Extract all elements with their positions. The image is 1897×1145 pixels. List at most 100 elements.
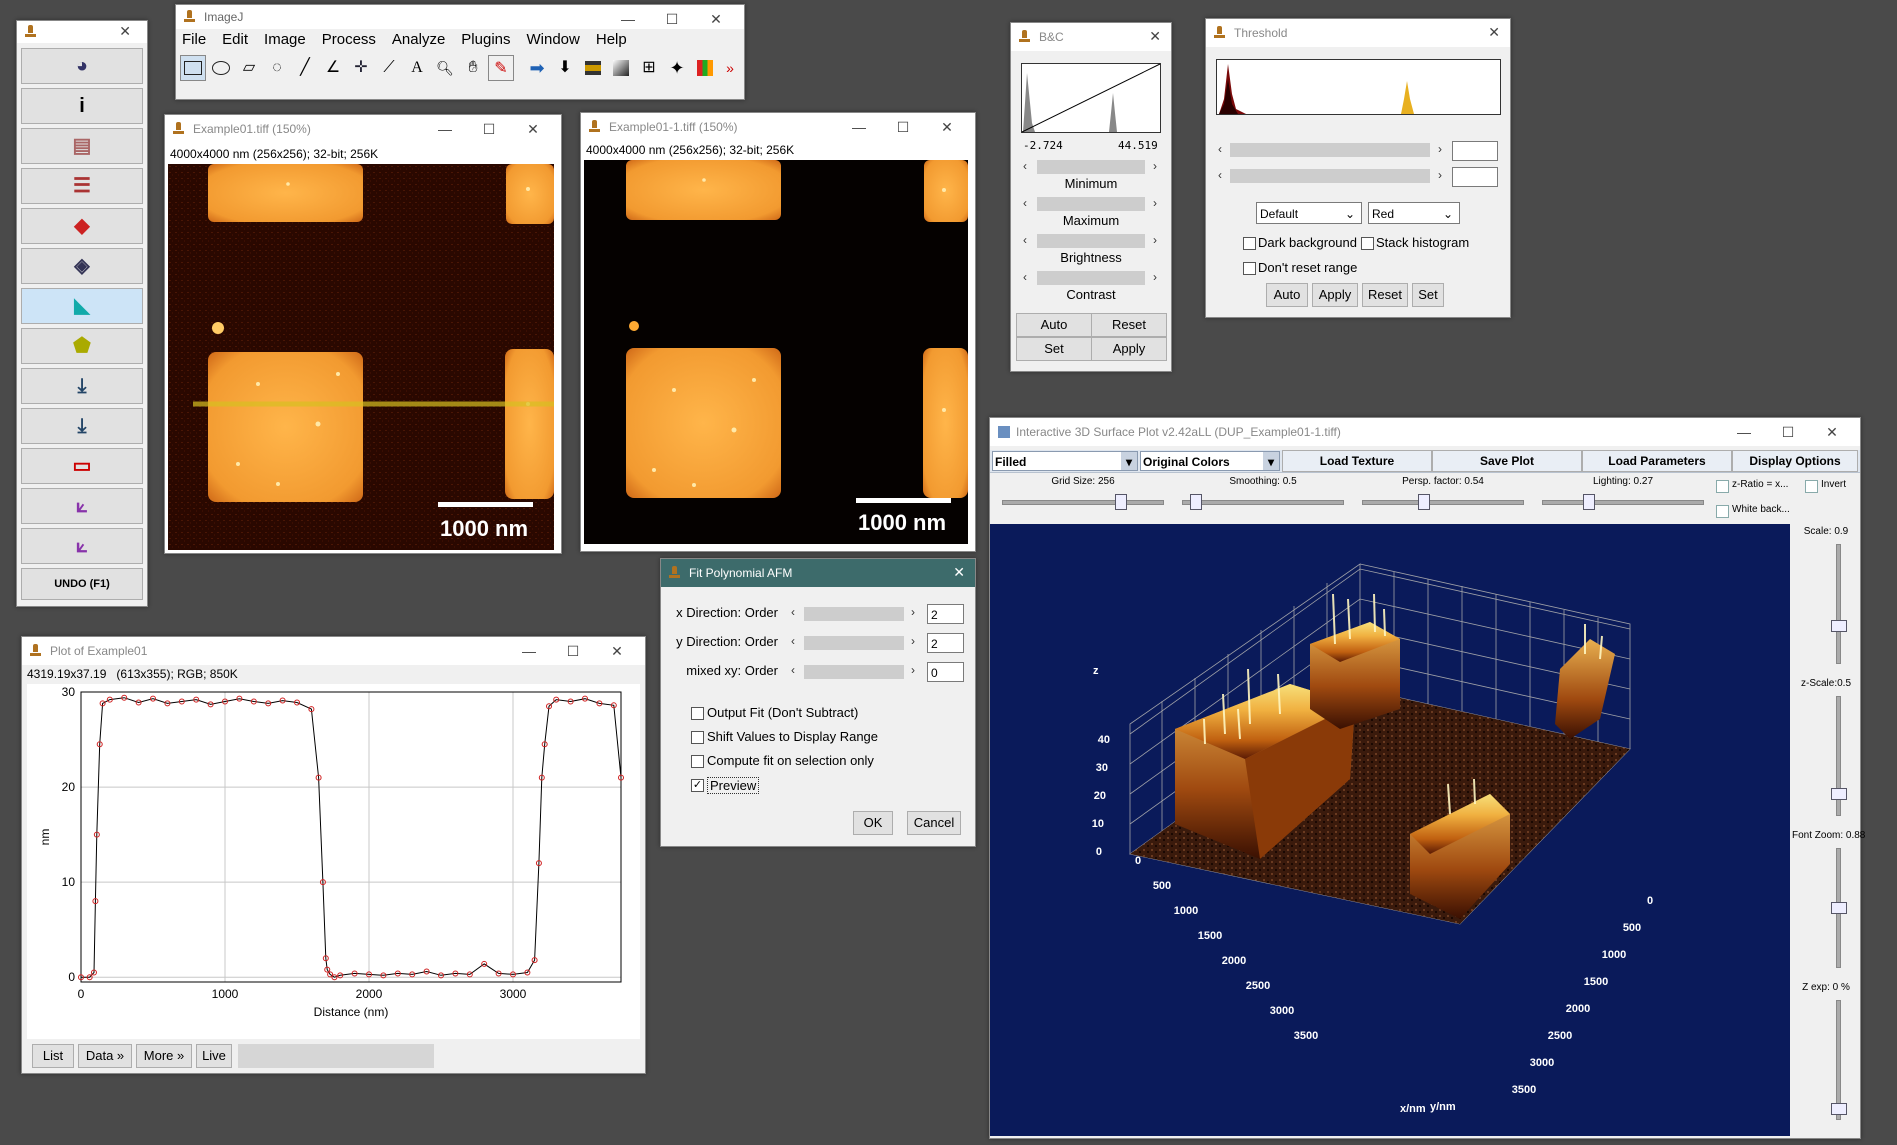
surface-titlebar[interactable]: Interactive 3D Surface Plot v2.42aLL (DU… bbox=[990, 418, 1860, 446]
zratio-checkbox[interactable] bbox=[1716, 480, 1729, 493]
bc-left-arrow[interactable]: ‹ bbox=[1023, 159, 1027, 173]
example01-1-titlebar[interactable]: Example01-1.tiff (150%) — ☐ ✕ bbox=[581, 113, 975, 141]
angle-tool-icon[interactable]: ∠ bbox=[325, 59, 341, 76]
thr-method-select[interactable]: Default ⌄ bbox=[1256, 202, 1362, 224]
bc-left-arrow[interactable]: ‹ bbox=[1023, 233, 1027, 247]
tool-button[interactable]: ◕ bbox=[21, 48, 143, 84]
menu-item-image[interactable]: Image bbox=[264, 31, 306, 48]
tool-button[interactable]: i bbox=[21, 88, 143, 124]
close-icon[interactable]: ✕ bbox=[1488, 24, 1500, 40]
threshold-titlebar[interactable]: Threshold ✕ bbox=[1206, 19, 1510, 47]
minimize-icon[interactable]: — bbox=[438, 121, 452, 137]
fit-right-arrow[interactable]: › bbox=[911, 605, 915, 619]
side-slider-track[interactable] bbox=[1836, 1000, 1841, 1120]
save-plot-button[interactable]: Save Plot bbox=[1432, 450, 1582, 472]
tool-button[interactable]: ▭ bbox=[21, 448, 143, 484]
fit-option-checkbox[interactable]: ✓ bbox=[691, 779, 704, 792]
undo-button[interactable]: UNDO (F1) bbox=[21, 568, 143, 600]
thr-apply-button[interactable]: Apply bbox=[1312, 283, 1358, 307]
arrow-down-icon[interactable]: ⬇ bbox=[558, 59, 572, 76]
side-slider-track[interactable] bbox=[1836, 544, 1841, 664]
tool-button[interactable]: ◈ bbox=[21, 248, 143, 284]
thr-reset-button[interactable]: Reset bbox=[1362, 283, 1408, 307]
white-back-checkbox[interactable] bbox=[1716, 505, 1729, 518]
bc-slider-minimum[interactable] bbox=[1037, 160, 1145, 174]
fit-order-slider[interactable] bbox=[804, 665, 904, 679]
example01-titlebar[interactable]: Example01.tiff (150%) — ☐ ✕ bbox=[165, 115, 561, 143]
tool-button[interactable]: ◣ bbox=[21, 288, 143, 324]
maximize-icon[interactable]: ☐ bbox=[566, 642, 580, 659]
fit-left-arrow[interactable]: ‹ bbox=[791, 663, 795, 677]
surface-3d-view[interactable]: z 40 30 20 10 0 0 500 1000 1500 2000 2500 3000 3500… bbox=[990, 524, 1790, 1136]
slider-thumb-icon[interactable] bbox=[1189, 494, 1202, 510]
menu-item-analyze[interactable]: Analyze bbox=[391, 31, 446, 48]
tool-palette-titlebar[interactable]: ✕ bbox=[17, 21, 147, 43]
bc-apply-button[interactable]: Apply bbox=[1091, 337, 1167, 361]
minimize-icon[interactable]: — bbox=[522, 643, 536, 659]
close-icon[interactable]: ✕ bbox=[1149, 28, 1161, 44]
menu-item-help[interactable]: Help bbox=[595, 31, 627, 48]
thr-max-field[interactable] bbox=[1452, 167, 1498, 187]
profile-plot[interactable]: 0 1000 2000 3000 0 10 20 30 Distance (nm) nm bbox=[27, 684, 640, 1039]
tool-button[interactable]: ⟀ bbox=[21, 488, 143, 524]
slider-thumb-icon[interactable] bbox=[1417, 494, 1430, 510]
render-mode-select[interactable]: Filled ▾ bbox=[992, 451, 1138, 471]
invert-checkbox[interactable] bbox=[1805, 480, 1818, 493]
stripes-icon[interactable] bbox=[580, 55, 606, 81]
display-options-button[interactable]: Display Options bbox=[1732, 450, 1858, 472]
plot-live-button[interactable]: Live bbox=[196, 1044, 232, 1068]
thr-mode-select[interactable]: Red ⌄ bbox=[1368, 202, 1460, 224]
gradient-tool-icon[interactable] bbox=[608, 55, 634, 81]
dark-background-checkbox[interactable] bbox=[1243, 237, 1256, 250]
fit-option-checkbox[interactable] bbox=[691, 731, 704, 744]
bc-right-arrow[interactable]: › bbox=[1153, 159, 1157, 173]
plot-more-button[interactable]: More » bbox=[136, 1044, 192, 1068]
fit-left-arrow[interactable]: ‹ bbox=[791, 634, 795, 648]
plot-titlebar[interactable]: Plot of Example01 — ☐ ✕ bbox=[22, 637, 645, 665]
thr-min-slider[interactable] bbox=[1230, 143, 1430, 157]
thr-max-right-arrow[interactable]: › bbox=[1438, 168, 1442, 182]
arrow-right-icon[interactable]: ➡ bbox=[529, 58, 545, 78]
close-icon[interactable]: ✕ bbox=[710, 10, 722, 27]
close-icon[interactable]: ✕ bbox=[953, 564, 965, 580]
bc-slider-maximum[interactable] bbox=[1037, 197, 1145, 211]
lut-icon[interactable] bbox=[692, 55, 718, 81]
freehand-tool-icon[interactable]: ◌ bbox=[272, 59, 282, 76]
afm-image-corrected[interactable]: 1000 nm bbox=[584, 160, 968, 544]
bc-auto-button[interactable]: Auto bbox=[1016, 313, 1092, 337]
slider-thumb-icon[interactable] bbox=[1831, 1102, 1847, 1115]
color-picker-icon[interactable]: ✎ bbox=[488, 55, 514, 81]
maximize-icon[interactable]: ☐ bbox=[665, 10, 679, 27]
close-icon[interactable]: ✕ bbox=[1826, 423, 1838, 440]
slider-thumb-icon[interactable] bbox=[1114, 494, 1127, 510]
dont-reset-checkbox[interactable] bbox=[1243, 262, 1256, 275]
line-tool-icon[interactable]: ╱ bbox=[300, 59, 310, 76]
close-icon[interactable]: ✕ bbox=[941, 118, 953, 135]
fit-left-arrow[interactable]: ‹ bbox=[791, 605, 795, 619]
close-icon[interactable]: ✕ bbox=[611, 642, 623, 659]
color-mode-select[interactable]: Original Colors ▾ bbox=[1140, 451, 1280, 471]
bc-right-arrow[interactable]: › bbox=[1153, 270, 1157, 284]
imagej-titlebar[interactable]: ImageJ — ☐ ✕ bbox=[176, 5, 744, 29]
surface-slider-track[interactable] bbox=[1362, 500, 1524, 505]
bc-left-arrow[interactable]: ‹ bbox=[1023, 270, 1027, 284]
fit-right-arrow[interactable]: › bbox=[911, 663, 915, 677]
surface-slider-track[interactable] bbox=[1182, 500, 1344, 505]
rectangle-tool-icon[interactable] bbox=[180, 55, 206, 81]
thr-max-slider[interactable] bbox=[1230, 169, 1430, 183]
tool-button[interactable]: ◆ bbox=[21, 208, 143, 244]
tool-button[interactable]: ▤ bbox=[21, 128, 143, 164]
maximize-icon[interactable]: ☐ bbox=[482, 120, 496, 137]
fit-option-checkbox[interactable] bbox=[691, 755, 704, 768]
hand-tool-icon[interactable]: ✋︎ bbox=[468, 59, 478, 76]
tool-button[interactable]: ☰ bbox=[21, 168, 143, 204]
minimize-icon[interactable]: — bbox=[621, 11, 635, 27]
thr-auto-button[interactable]: Auto bbox=[1266, 283, 1308, 307]
bc-slider-brightness[interactable] bbox=[1037, 234, 1145, 248]
oval-tool-icon[interactable] bbox=[208, 55, 234, 81]
fit-right-arrow[interactable]: › bbox=[911, 634, 915, 648]
thr-min-left-arrow[interactable]: ‹ bbox=[1218, 142, 1222, 156]
surface-slider-track[interactable] bbox=[1542, 500, 1704, 505]
fit-option-checkbox[interactable] bbox=[691, 707, 704, 720]
tool-button[interactable]: ⬟ bbox=[21, 328, 143, 364]
